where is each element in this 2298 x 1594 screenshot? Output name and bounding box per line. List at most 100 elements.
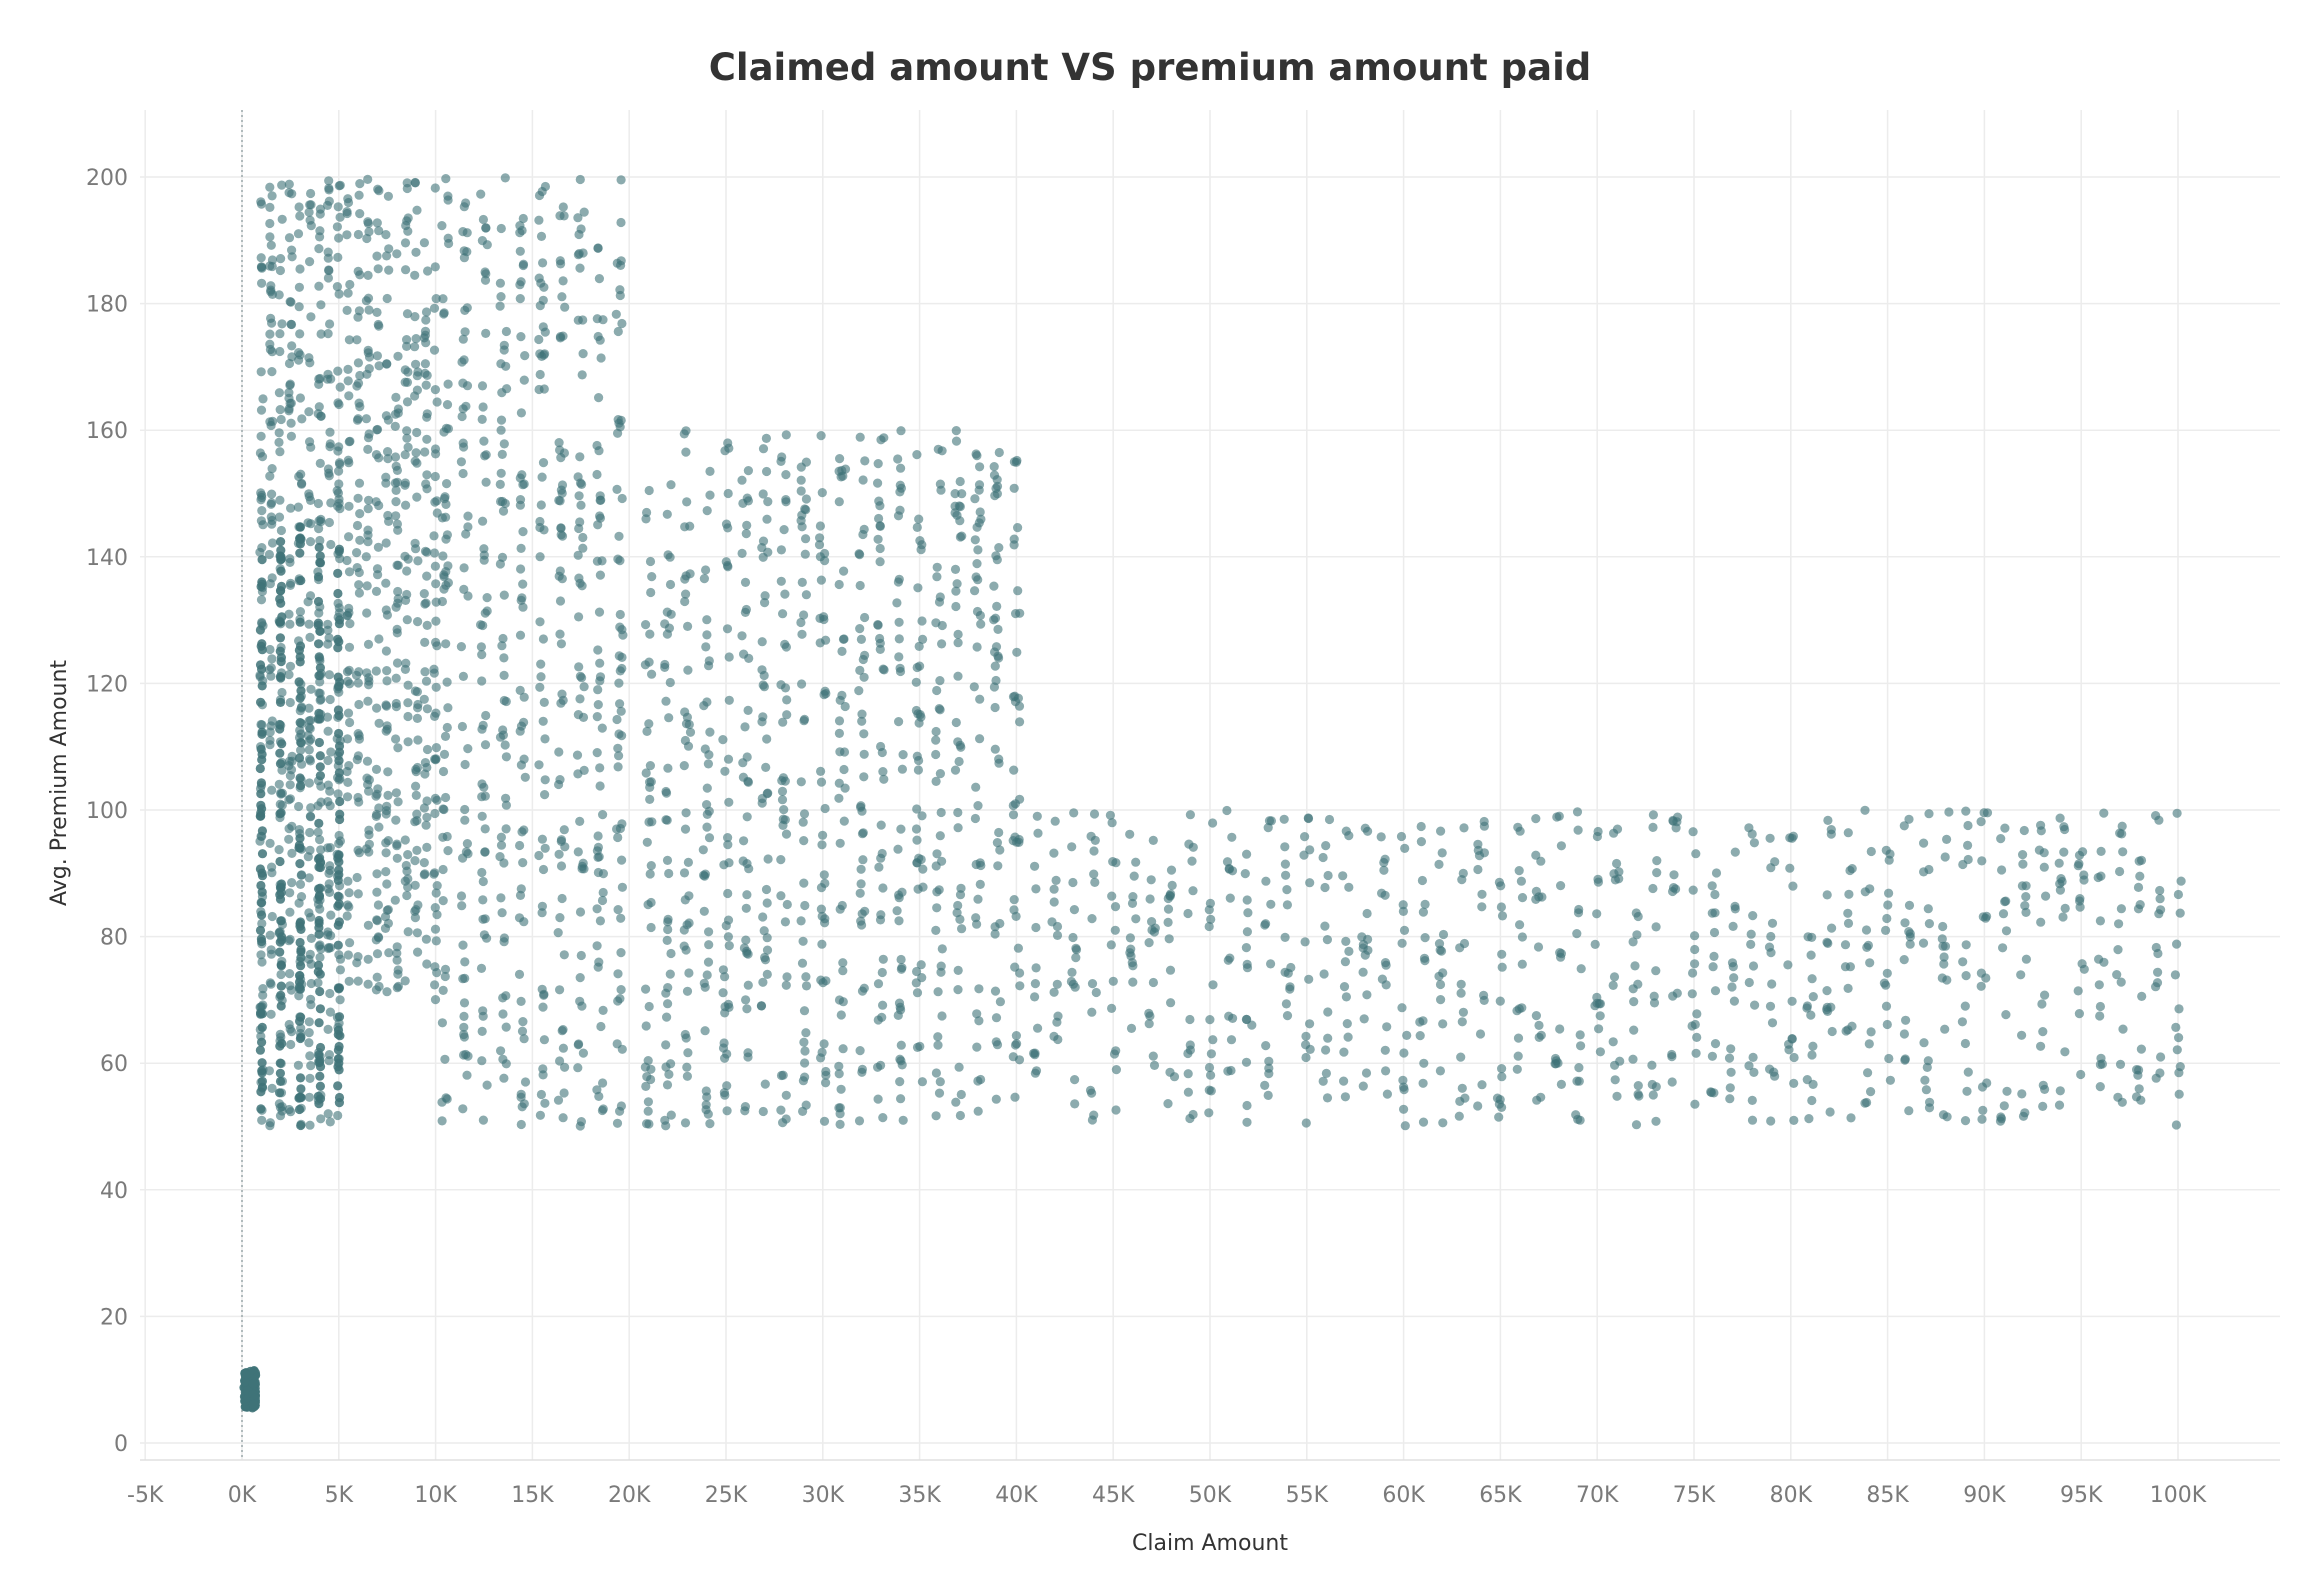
scatter-point — [393, 969, 403, 979]
scatter-point — [285, 969, 295, 979]
scatter-point — [440, 731, 451, 742]
scatter-point — [679, 761, 689, 771]
scatter-point — [1884, 888, 1894, 898]
scatter-point — [798, 1106, 808, 1116]
scatter-point — [463, 744, 473, 754]
scatter-point — [800, 549, 810, 559]
scatter-point — [477, 676, 487, 686]
scatter-point — [325, 694, 335, 705]
scatter-point — [759, 670, 769, 681]
scatter-point — [679, 941, 689, 951]
scatter-point — [411, 764, 421, 775]
scatter-point — [1052, 930, 1063, 941]
scatter-point — [382, 801, 392, 811]
scatter-point — [799, 809, 810, 819]
scatter-point — [1280, 932, 1290, 943]
scatter-point — [2118, 1024, 2128, 1034]
scatter-point — [951, 586, 961, 596]
scatter-point — [1999, 1101, 2009, 1111]
scatter-point — [2041, 891, 2051, 901]
scatter-point — [295, 329, 305, 339]
scatter-point — [285, 907, 295, 917]
scatter-point — [255, 864, 265, 874]
scatter-point — [912, 835, 922, 845]
scatter-point — [1108, 976, 1118, 986]
scatter-point — [1785, 863, 1795, 873]
scatter-point — [554, 495, 564, 505]
scatter-point — [972, 919, 982, 929]
scatter-point — [534, 334, 544, 345]
scatter-point — [560, 302, 570, 312]
scatter-point — [478, 214, 488, 225]
scatter-point — [392, 948, 402, 958]
scatter-point — [2060, 903, 2070, 914]
scatter-point — [1067, 967, 1077, 978]
scatter-point — [458, 940, 468, 950]
scatter-point — [1339, 1047, 1349, 1057]
scatter-point — [392, 519, 402, 529]
scatter-point — [647, 669, 657, 679]
scatter-point — [1475, 1029, 1486, 1039]
scatter-point — [286, 1039, 296, 1050]
scatter-point — [1188, 1109, 1198, 1120]
scatter-point — [257, 849, 268, 859]
x-tick-label: 40K — [995, 1483, 1038, 1508]
scatter-point — [363, 920, 373, 930]
scatter-point — [557, 893, 567, 904]
scatter-point — [274, 437, 284, 447]
scatter-point — [296, 1093, 306, 1103]
scatter-point — [1531, 1011, 1541, 1021]
scatter-point — [479, 436, 489, 446]
scatter-point — [704, 806, 714, 816]
scatter-point — [306, 200, 316, 210]
x-tick-label: 85K — [1866, 1483, 1909, 1508]
scatter-point — [592, 748, 602, 758]
scatter-point — [256, 778, 266, 788]
scatter-point — [782, 972, 792, 982]
scatter-point — [2036, 826, 2046, 836]
scatter-point — [519, 375, 529, 385]
scatter-point — [2155, 885, 2165, 896]
scatter-point — [1942, 1112, 1952, 1122]
scatter-point — [1418, 907, 1428, 917]
scatter-point — [560, 1062, 570, 1072]
scatter-point — [616, 175, 626, 185]
scatter-point — [325, 887, 335, 898]
scatter-point — [304, 722, 314, 733]
scatter-point — [1574, 904, 1584, 915]
scatter-point — [1866, 846, 1876, 857]
scatter-point — [836, 1084, 846, 1094]
scatter-point — [1958, 859, 1968, 870]
scatter-point — [420, 447, 430, 457]
scatter-point — [994, 758, 1004, 768]
scatter-point — [305, 1120, 315, 1130]
scatter-point — [2039, 848, 2049, 858]
scatter-point — [644, 485, 654, 496]
scatter-point — [1362, 908, 1372, 919]
scatter-point — [1648, 810, 1658, 820]
scatter-point — [1963, 1067, 1973, 1077]
scatter-point — [276, 254, 286, 264]
scatter-point — [314, 929, 324, 939]
scatter-point — [460, 957, 470, 967]
scatter-point — [267, 1083, 277, 1093]
scatter-point — [598, 869, 609, 879]
scatter-point — [596, 353, 606, 363]
scatter-point — [759, 682, 770, 692]
scatter-point — [325, 427, 335, 437]
scatter-point — [660, 662, 670, 673]
scatter-point — [315, 558, 326, 568]
scatter-point — [421, 676, 432, 686]
scatter-point — [313, 572, 324, 582]
scatter-point — [615, 556, 625, 566]
scatter-point — [361, 552, 371, 562]
scatter-point — [1343, 1032, 1353, 1042]
scatter-point — [305, 537, 316, 547]
scatter-point — [1380, 890, 1390, 900]
scatter-point — [286, 431, 296, 441]
scatter-point — [287, 245, 297, 255]
scatter-point — [816, 975, 826, 985]
scatter-point — [1148, 835, 1158, 846]
scatter-point — [286, 319, 297, 330]
scatter-point — [1148, 1051, 1158, 1061]
